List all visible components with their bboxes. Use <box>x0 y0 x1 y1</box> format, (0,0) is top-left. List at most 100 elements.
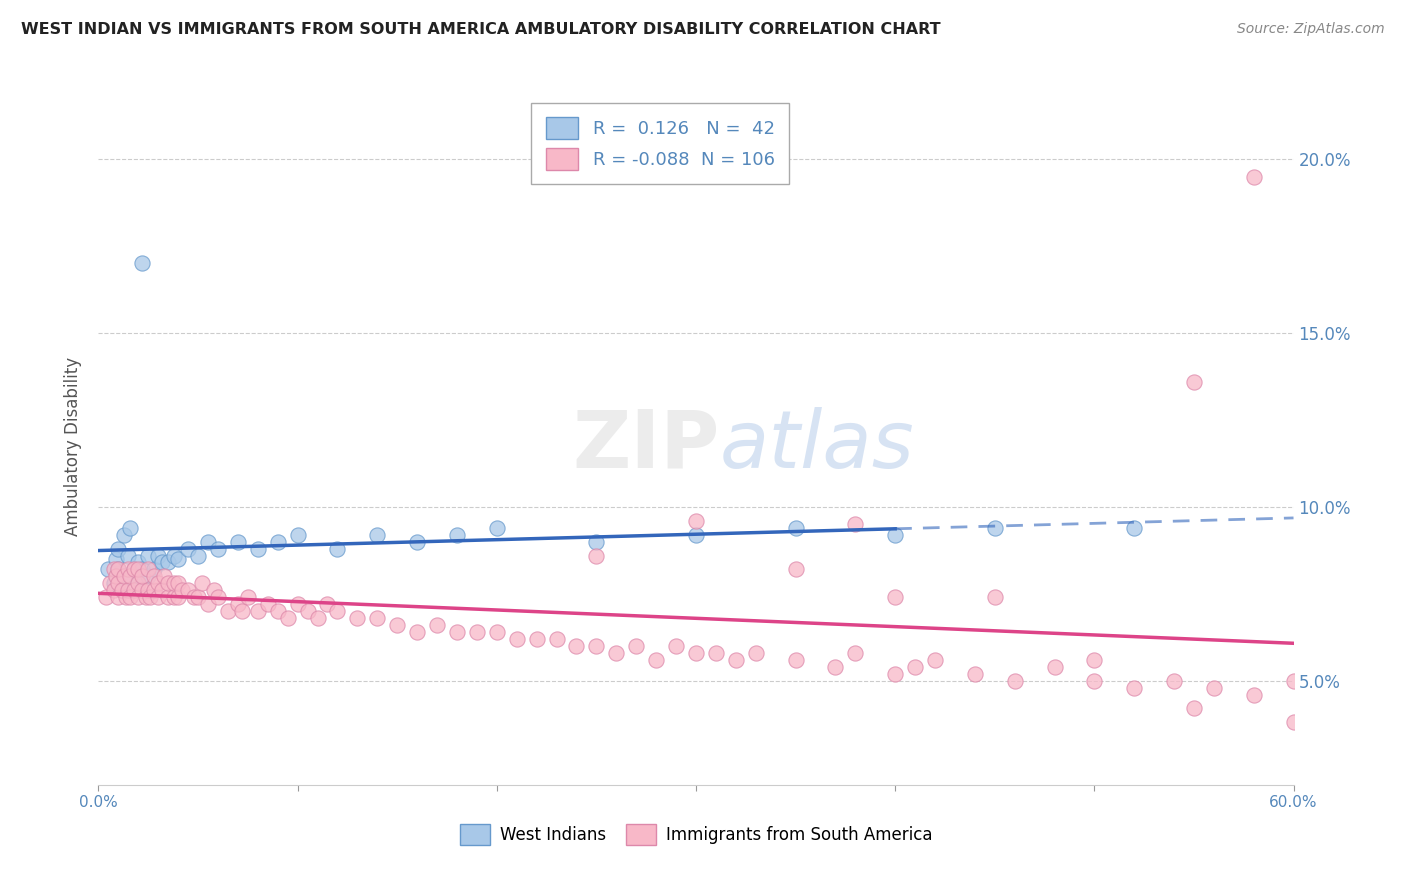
Point <box>704 646 727 660</box>
Point <box>131 256 153 270</box>
Point <box>217 604 239 618</box>
Point <box>124 562 146 576</box>
Point <box>267 534 290 549</box>
Point <box>105 552 128 566</box>
Point <box>605 646 627 660</box>
Point <box>1182 375 1205 389</box>
Point <box>157 591 180 605</box>
Point <box>148 549 170 563</box>
Point <box>546 632 568 646</box>
Point <box>197 597 219 611</box>
Point <box>884 666 907 681</box>
Point <box>124 562 146 576</box>
Point <box>1163 673 1185 688</box>
Point <box>685 527 707 541</box>
Point <box>98 576 122 591</box>
Point <box>326 604 349 618</box>
Point <box>231 604 253 618</box>
Point <box>246 604 269 618</box>
Point <box>131 569 153 583</box>
Point <box>167 552 190 566</box>
Point <box>107 576 129 591</box>
Point <box>112 527 135 541</box>
Point <box>236 591 259 605</box>
Point <box>120 569 142 583</box>
Point <box>107 562 129 576</box>
Point <box>117 549 139 563</box>
Point <box>153 569 176 583</box>
Point <box>1123 521 1146 535</box>
Point <box>485 521 508 535</box>
Point <box>148 591 170 605</box>
Point <box>187 591 209 605</box>
Legend: West Indians, Immigrants from South America: West Indians, Immigrants from South Amer… <box>453 818 939 851</box>
Point <box>197 534 219 549</box>
Point <box>163 549 186 563</box>
Point <box>406 625 429 640</box>
Point <box>1243 688 1265 702</box>
Point <box>844 646 866 660</box>
Point <box>226 534 249 549</box>
Point <box>117 569 139 583</box>
Point <box>724 653 747 667</box>
Point <box>136 569 159 583</box>
Point <box>120 591 142 605</box>
Point <box>246 541 269 556</box>
Point <box>446 527 468 541</box>
Point <box>963 666 986 681</box>
Point <box>485 625 508 640</box>
Point <box>267 604 290 618</box>
Point <box>256 597 278 611</box>
Point <box>326 541 349 556</box>
Text: Source: ZipAtlas.com: Source: ZipAtlas.com <box>1237 22 1385 37</box>
Point <box>1243 169 1265 184</box>
Point <box>385 618 409 632</box>
Point <box>207 591 229 605</box>
Point <box>207 541 229 556</box>
Point <box>506 632 529 646</box>
Point <box>117 562 139 576</box>
Point <box>163 576 186 591</box>
Point <box>984 591 1007 605</box>
Point <box>139 591 162 605</box>
Point <box>157 576 180 591</box>
Point <box>191 576 214 591</box>
Point <box>131 562 153 576</box>
Point <box>111 583 134 598</box>
Point <box>665 639 688 653</box>
Point <box>1282 715 1305 730</box>
Point <box>115 591 138 605</box>
Point <box>277 611 299 625</box>
Point <box>136 562 159 576</box>
Point <box>136 549 159 563</box>
Point <box>127 591 149 605</box>
Point <box>103 583 125 598</box>
Point <box>645 653 668 667</box>
Point <box>120 521 142 535</box>
Point <box>124 583 146 598</box>
Point <box>177 541 200 556</box>
Point <box>685 514 707 528</box>
Point <box>844 517 866 532</box>
Point <box>117 583 139 598</box>
Text: atlas: atlas <box>720 407 915 485</box>
Point <box>316 597 339 611</box>
Point <box>105 569 128 583</box>
Point <box>150 556 173 570</box>
Point <box>226 597 249 611</box>
Point <box>107 591 129 605</box>
Point <box>287 527 309 541</box>
Point <box>111 583 134 598</box>
Point <box>143 562 166 576</box>
Point <box>585 534 607 549</box>
Point <box>884 527 907 541</box>
Point <box>366 611 388 625</box>
Y-axis label: Ambulatory Disability: Ambulatory Disability <box>65 357 83 535</box>
Point <box>187 549 209 563</box>
Point <box>984 521 1007 535</box>
Point <box>167 591 190 605</box>
Point <box>1182 701 1205 715</box>
Point <box>163 591 186 605</box>
Point <box>366 527 388 541</box>
Point <box>107 541 129 556</box>
